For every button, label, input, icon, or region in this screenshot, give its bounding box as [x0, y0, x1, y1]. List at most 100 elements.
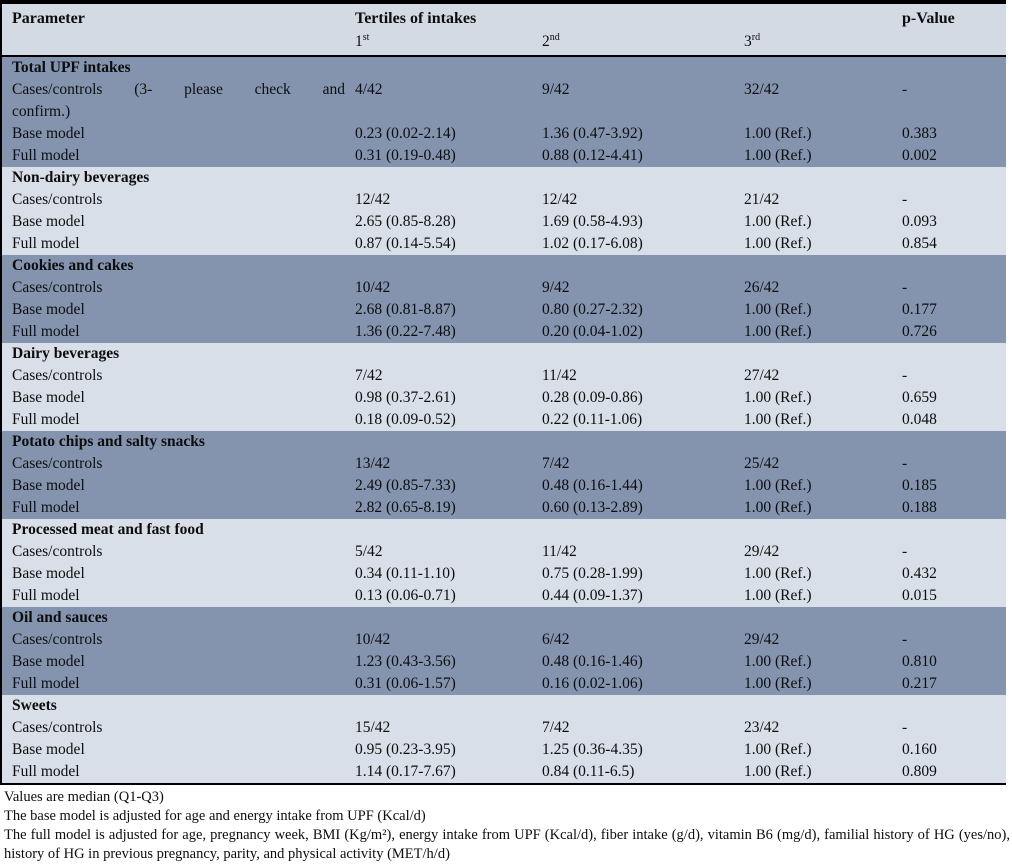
row-label: Cases/controls: [12, 279, 103, 296]
table-row: Base model 0.23 (0.02-2.14) 1.36 (0.47-3.9…: [2, 123, 1006, 145]
row-label: Cases/controls: [12, 455, 103, 472]
p-value: 0.002: [902, 147, 937, 164]
tertile-3-value: 21/42: [744, 191, 780, 208]
row-label: Full model: [12, 763, 80, 780]
tertile-1-value: 2.68 (0.81-8.87): [355, 301, 456, 318]
tertile-3-value: 27/42: [744, 367, 780, 384]
table-section: Dairy beverages Cases/controls 7/42 11/42 27…: [2, 343, 1006, 431]
tertile-2-value: 12/42: [542, 191, 578, 208]
p-value: 0.659: [902, 389, 937, 406]
tertile-2-value: 0.22 (0.11-1.06): [542, 411, 643, 428]
table-row: Base model 0.98 (0.37-2.61) 0.28 (0.09-0.8…: [2, 387, 1006, 409]
row-label: Full model: [12, 587, 80, 604]
footnote-full-model: The full model is adjusted for age, preg…: [4, 827, 1010, 862]
tertile-3-value: 1.00 (Ref.): [744, 147, 812, 164]
table-row: Base model 0.34 (0.11-1.10) 0.75 (0.28-1.9…: [2, 563, 1006, 585]
table-row: Cases/controls 15/42 7/42 23/42 -: [2, 717, 1006, 739]
p-value: 0.809: [902, 763, 937, 780]
tertile-1-value: 7/42: [355, 367, 383, 384]
table-row: Full model 0.18 (0.09-0.52) 0.22 (0.11-1.0…: [2, 409, 1006, 431]
p-value: -: [902, 631, 908, 648]
tertile-2-value: 1.02 (0.17-6.08): [542, 235, 643, 252]
tertile-3-value: 1.00 (Ref.): [744, 477, 812, 494]
p-value: -: [902, 191, 908, 208]
tertile-3-value: 1.00 (Ref.): [744, 323, 812, 340]
table-row: Full model 1.36 (0.22-7.48) 0.20 (0.04-1.0…: [2, 321, 1006, 343]
tertile-3-value: 1.00 (Ref.): [744, 411, 812, 428]
tertile-1-value: 0.18 (0.09-0.52): [355, 411, 456, 428]
p-value: 0.217: [902, 675, 937, 692]
p-value: -: [902, 455, 908, 472]
p-value: -: [902, 543, 908, 560]
tertile-3-value: 1.00 (Ref.): [744, 675, 812, 692]
row-label: Base model: [12, 653, 85, 670]
table-row: Full model 0.31 (0.19-0.48) 0.88 (0.12-4.4…: [2, 145, 1006, 167]
p-value: 0.726: [902, 323, 937, 340]
p-value: 0.160: [902, 741, 937, 758]
results-table: Parameter Tertiles of intakes p-Value 1s…: [0, 0, 1006, 785]
tertile-2-value: 9/42: [542, 279, 570, 296]
table-header-row-2: 1st 2nd 3rd: [2, 31, 1006, 55]
table-row: Base model 2.68 (0.81-8.87) 0.80 (0.27-2.3…: [2, 299, 1006, 321]
tertile-2-value: 0.75 (0.28-1.99): [542, 565, 643, 582]
table-row: Base model 2.49 (0.85-7.33) 0.48 (0.16-1.4…: [2, 475, 1006, 497]
row-label: Base model: [12, 125, 85, 142]
table-row: Cases/controls 10/42 9/42 26/42 -: [2, 277, 1006, 299]
tertile-2-value: 0.84 (0.11-6.5): [542, 763, 635, 780]
tertile-3-value: 1.00 (Ref.): [744, 587, 812, 604]
section-title: Total UPF intakes: [12, 59, 131, 76]
section-title: Oil and sauces: [12, 609, 108, 626]
tertile-1-value: 1.14 (0.17-7.67): [355, 763, 456, 780]
table-row: Full model 2.82 (0.65-8.19) 0.60 (0.13-2.8…: [2, 497, 1006, 519]
p-value: 0.177: [902, 301, 937, 318]
p-value: 0.432: [902, 565, 937, 582]
p-value: 0.093: [902, 213, 937, 230]
tertile-3-value: 29/42: [744, 631, 780, 648]
tertile-3-value: 1.00 (Ref.): [744, 741, 812, 758]
table-row: Full model 1.14 (0.17-7.67) 0.84 (0.11-6.5…: [2, 761, 1006, 783]
tertile-1-value: 5/42: [355, 543, 383, 560]
column-header-parameter: Parameter: [12, 10, 85, 27]
table-row: Full model 0.13 (0.06-0.71) 0.44 (0.09-1.3…: [2, 585, 1006, 607]
tertile-1-value: 2.49 (0.85-7.33): [355, 477, 456, 494]
tertile-2-value: 1.36 (0.47-3.92): [542, 125, 643, 142]
section-title: Non-dairy beverages: [12, 169, 150, 186]
tertile-2-value: 0.44 (0.09-1.37): [542, 587, 643, 604]
tertile-3-value: 1.00 (Ref.): [744, 301, 812, 318]
row-label: Cases/controls: [12, 543, 103, 560]
row-label: Base model: [12, 565, 85, 582]
tertile-1-value: 0.31 (0.19-0.48): [355, 147, 456, 164]
tertile-2-value: 0.88 (0.12-4.41): [542, 147, 643, 164]
column-header-tertile-1: 1st: [355, 31, 370, 50]
table-row: Cases/controls 12/42 12/42 21/42 -: [2, 189, 1006, 211]
row-label: Full model: [12, 411, 80, 428]
table-row: Full model 0.87 (0.14-5.54) 1.02 (0.17-6.0…: [2, 233, 1006, 255]
tertile-1-value: 0.34 (0.11-1.10): [355, 565, 456, 582]
p-value: 0.810: [902, 653, 937, 670]
row-label: Full model: [12, 499, 80, 516]
tertile-2-value: 0.20 (0.04-1.02): [542, 323, 643, 340]
tertile-1-value: 0.95 (0.23-3.95): [355, 741, 456, 758]
table-body: Total UPF intakes Cases/controls (3- plea…: [2, 57, 1006, 785]
table-section: Sweets Cases/controls 15/42 7/42 23/42 - Base …: [2, 695, 1006, 783]
p-value: 0.185: [902, 477, 937, 494]
tertile-1-value: 1.36 (0.22-7.48): [355, 323, 456, 340]
column-header-tertile-2: 2nd: [542, 31, 560, 50]
section-title: Potato chips and salty snacks: [12, 433, 205, 450]
row-label: Base model: [12, 741, 85, 758]
column-header-pvalue: p-Value: [902, 10, 955, 27]
tertile-1-value: 0.23 (0.02-2.14): [355, 125, 456, 142]
table-section: Cookies and cakes Cases/controls 10/42 9/42…: [2, 255, 1006, 343]
tertile-3-value: 1.00 (Ref.): [744, 499, 812, 516]
tertile-3-value: 25/42: [744, 455, 780, 472]
row-label: Full model: [12, 323, 80, 340]
tertile-3-value: 1.00 (Ref.): [744, 565, 812, 582]
table-footnotes: Values are median (Q1-Q3) The base model…: [0, 785, 1012, 864]
tertile-1-value: 4/42: [355, 81, 383, 98]
tertile-2-value: 11/42: [542, 543, 577, 560]
tertile-1-value: 1.23 (0.43-3.56): [355, 653, 456, 670]
tertile-1-value: 13/42: [355, 455, 391, 472]
table-row: Cases/controls 7/42 11/42 27/42 -: [2, 365, 1006, 387]
tertile-2-value: 0.16 (0.02-1.06): [542, 675, 643, 692]
tertile-1-value: 0.31 (0.06-1.57): [355, 675, 456, 692]
